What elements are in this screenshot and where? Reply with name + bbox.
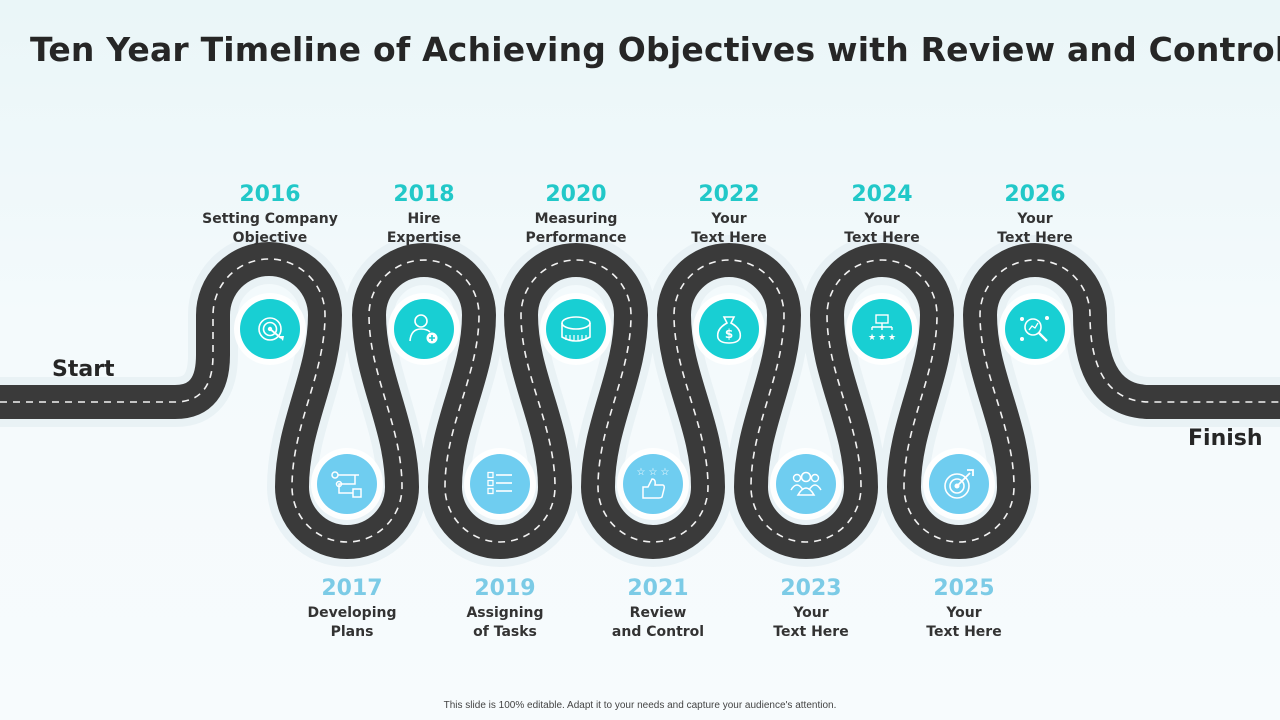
milestone-year: 2025 [933,576,995,601]
milestone-2018: 2018 Hire Expertise [344,182,504,248]
milestone-marker-2022: $ [693,293,765,365]
milestone-2025: 2025 Your Text Here [884,576,1044,642]
milestone-label-line2: Text Here [773,624,849,640]
milestone-label-line2: Text Here [691,230,767,246]
milestone-marker-2018 [388,293,460,365]
target-icon [258,317,284,341]
milestone-year: 2026 [1004,182,1066,207]
milestone-label-line1: Your [711,211,747,227]
milestone-label-line1: Developing [307,605,397,621]
milestone-label-line1: Your [1017,211,1053,227]
milestone-marker-2017 [311,448,383,520]
svg-text:☆: ☆ [661,467,670,478]
milestone-2021: 2021 Review and Control [578,576,738,642]
thumbs-up-stars-icon: ☆ ☆ ☆ [637,467,670,499]
milestone-year: 2019 [474,576,536,601]
milestone-year: 2021 [627,576,689,601]
milestone-year: 2022 [698,182,760,207]
milestone-year: 2016 [239,182,301,207]
milestone-2026: 2026 Your Text Here [955,182,1115,248]
milestone-label-line1: Setting Company [202,211,338,227]
milestone-label-line2: Text Here [844,230,920,246]
milestone-2016: 2016 Setting Company Objective [190,182,350,248]
milestone-marker-2020 [540,293,612,365]
svg-text:★: ★ [868,333,876,343]
svg-text:★: ★ [878,333,886,343]
milestone-label-line2: of Tasks [473,624,537,640]
milestone-year: 2023 [780,576,842,601]
milestone-2022: 2022 Your Text Here [649,182,809,248]
milestone-marker-2025 [923,448,995,520]
milestone-label-line2: Objective [232,230,308,246]
milestone-year: 2020 [545,182,607,207]
svg-text:☆: ☆ [637,467,646,478]
milestone-label-line1: Measuring [534,211,618,227]
svg-text:☆: ☆ [649,467,658,478]
milestone-2019: 2019 Assigning of Tasks [425,576,585,642]
milestone-label-line2: Plans [330,624,374,640]
milestone-2024: 2024 Your Text Here [802,182,962,248]
milestone-label-line2: Performance [525,230,627,246]
milestone-2023: 2023 Your Text Here [731,576,891,642]
svg-text:★: ★ [888,333,896,343]
milestone-label-line2: Text Here [926,624,1002,640]
checklist-icon [487,471,512,495]
milestone-2017: 2017 Developing Plans [272,576,432,642]
milestone-label-line1: Your [946,605,982,621]
milestone-label-line2: Text Here [997,230,1073,246]
svg-text:$: $ [725,327,733,341]
org-rating-icon: ★ ★ ★ [868,314,896,343]
measuring-tape-icon [561,316,591,342]
team-icon [790,471,822,496]
milestone-year: 2024 [851,182,913,207]
milestone-label-line1: Hire [407,211,441,227]
finish-label: Finish [1188,426,1263,451]
milestone-marker-2026 [999,293,1071,365]
goal-target-icon [944,469,974,499]
milestone-marker-2021: ☆ ☆ ☆ [617,448,689,520]
milestone-2020: 2020 Measuring Performance [496,182,656,248]
milestone-marker-2023 [770,448,842,520]
money-bag-icon: $ [716,316,742,344]
start-label: Start [52,357,115,382]
milestone-label-line1: Assigning [466,605,544,621]
search-analysis-icon [1020,316,1049,342]
milestone-marker-2016 [234,293,306,365]
milestone-marker-2019 [464,448,536,520]
milestone-label-line2: and Control [611,624,705,640]
milestone-marker-2024: ★ ★ ★ [846,293,918,365]
milestone-label-line1: Your [864,211,900,227]
milestone-label-line1: Review [629,605,687,621]
milestone-label-line2: Expertise [386,230,462,246]
milestone-year: 2017 [321,576,383,601]
add-person-icon [409,314,438,344]
page-title: Ten Year Timeline of Achieving Objective… [30,30,1280,69]
flowchart-icon [331,471,362,498]
footer-note: This slide is 100% editable. Adapt it to… [443,700,837,711]
milestone-year: 2018 [393,182,455,207]
milestone-label-line1: Your [793,605,829,621]
